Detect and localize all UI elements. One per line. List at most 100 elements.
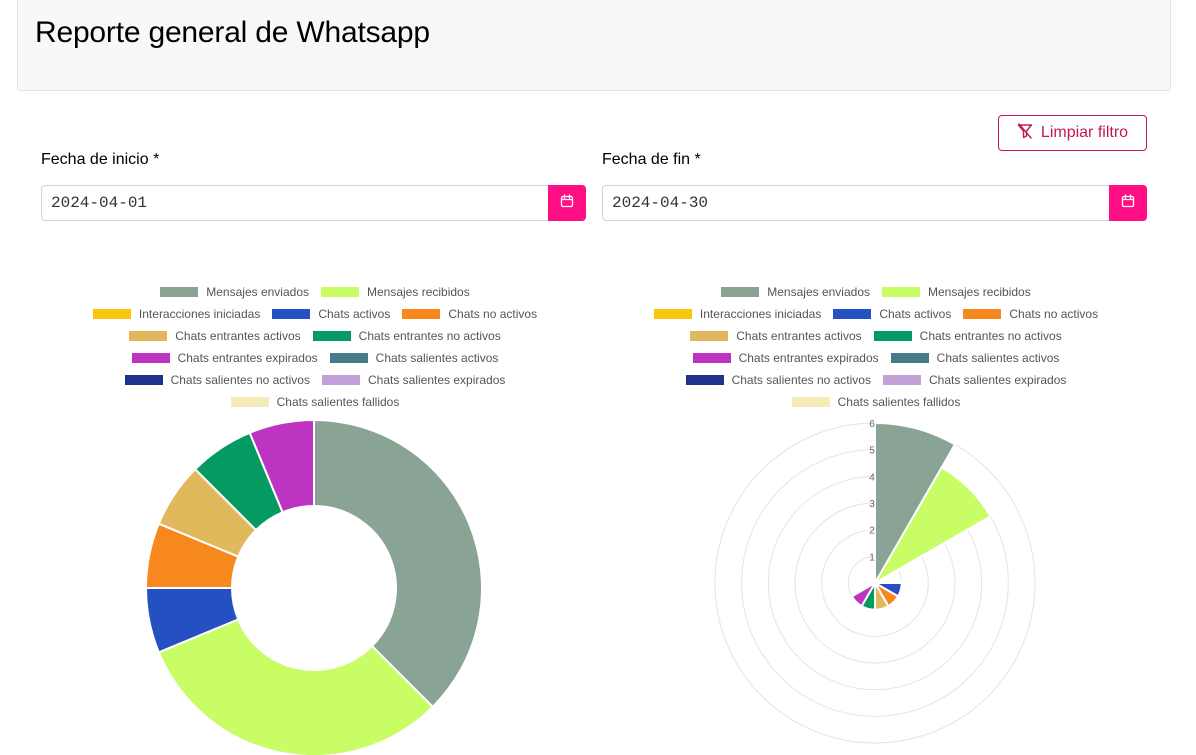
- legend-swatch: [92, 309, 131, 319]
- polar-legend: Mensajes enviados Mensajes recibidos Inter…: [601, 284, 1151, 414]
- legend-item[interactable]: Chats no activos: [402, 307, 537, 321]
- legend-swatch: [873, 331, 912, 341]
- legend-item[interactable]: Chats entrantes no activos: [873, 329, 1062, 343]
- legend-row: Chats entrantes activos Chats entrantes n…: [40, 328, 590, 344]
- legend-label: Mensajes recibidos: [928, 285, 1031, 299]
- legend-swatch: [321, 375, 360, 385]
- legend-row: Chats entrantes expirados Chats salientes…: [601, 350, 1151, 366]
- clear-filter-label: Limpiar filtro: [1040, 124, 1129, 141]
- legend-item[interactable]: Mensajes recibidos: [882, 285, 1031, 299]
- doughnut-slice[interactable]: [248, 418, 315, 514]
- polar-tick-label: 6: [869, 419, 875, 430]
- end-date-input[interactable]: 2024-04-30: [602, 185, 1110, 221]
- report-header-card: Reporte general de Whatsapp: [17, 0, 1171, 91]
- page-title: Reporte general de Whatsapp: [35, 16, 430, 49]
- legend-item[interactable]: Chats salientes fallidos: [230, 395, 400, 409]
- polar-tick-label: 2: [869, 526, 875, 537]
- legend-label: Mensajes recibidos: [367, 285, 470, 299]
- start-date-calendar-button[interactable]: [548, 185, 586, 221]
- legend-item[interactable]: Chats activos: [833, 307, 951, 321]
- legend-swatch: [882, 375, 921, 385]
- legend-swatch: [124, 375, 163, 385]
- legend-row: Chats salientes fallidos: [40, 394, 590, 410]
- legend-item[interactable]: Chats salientes no activos: [685, 373, 871, 387]
- legend-item[interactable]: Mensajes enviados: [721, 285, 870, 299]
- legend-swatch: [402, 309, 441, 319]
- legend-swatch: [685, 375, 724, 385]
- legend-label: Chats entrantes no activos: [358, 329, 501, 343]
- legend-item[interactable]: Chats salientes fallidos: [791, 395, 961, 409]
- legend-label: Chats entrantes activos: [736, 329, 862, 343]
- filter-clear-icon: [1017, 122, 1033, 144]
- legend-row: Chats salientes no activos Chats saliente…: [40, 372, 590, 388]
- legend-row: Chats entrantes expirados Chats salientes…: [40, 350, 590, 366]
- legend-swatch: [321, 287, 359, 297]
- doughnut-chart: [144, 418, 483, 755]
- legend-swatch: [890, 353, 929, 363]
- legend-label: Chats salientes activos: [936, 351, 1060, 365]
- legend-item[interactable]: Chats entrantes activos: [690, 329, 862, 343]
- legend-swatch: [160, 287, 199, 297]
- legend-label: Chats activos: [879, 307, 952, 321]
- doughnut-slice[interactable]: [313, 418, 483, 709]
- legend-item[interactable]: Mensajes recibidos: [321, 285, 470, 299]
- legend-item[interactable]: Chats entrantes expirados: [131, 351, 318, 365]
- doughnut-slice[interactable]: [157, 618, 435, 755]
- legend-label: Chats activos: [318, 307, 391, 321]
- legend-item[interactable]: Chats salientes activos: [890, 351, 1060, 365]
- legend-label: Chats salientes no activos: [170, 373, 310, 387]
- legend-swatch: [312, 331, 351, 341]
- legend-swatch: [833, 309, 872, 319]
- legend-swatch: [131, 353, 170, 363]
- polar-slice[interactable]: [872, 466, 992, 586]
- legend-item[interactable]: Chats salientes no activos: [124, 373, 310, 387]
- legend-item[interactable]: Chats entrantes activos: [129, 329, 301, 343]
- legend-label: Chats entrantes activos: [175, 329, 301, 343]
- legend-label: Chats salientes expirados: [367, 373, 506, 387]
- legend-item[interactable]: Chats activos: [272, 307, 390, 321]
- legend-row: Mensajes enviados Mensajes recibidos: [601, 284, 1151, 300]
- polar-tick-label: 3: [869, 499, 875, 510]
- legend-label: Chats entrantes no activos: [919, 329, 1062, 343]
- legend-swatch: [230, 397, 269, 407]
- legend-label: Interacciones iniciadas: [138, 307, 261, 321]
- end-date-calendar-button[interactable]: [1109, 185, 1147, 221]
- polar-tick-label: 1: [869, 552, 875, 563]
- calendar-icon: [560, 193, 574, 213]
- legend-swatch: [129, 331, 168, 341]
- polar-slice[interactable]: [874, 421, 957, 587]
- start-date-label: Fecha de inicio *: [41, 151, 160, 168]
- legend-item[interactable]: Mensajes enviados: [160, 285, 309, 299]
- legend-label: Chats salientes activos: [375, 351, 499, 365]
- doughnut-legend: Mensajes enviados Mensajes recibidos Inter…: [40, 284, 590, 414]
- legend-item[interactable]: Chats no activos: [963, 307, 1098, 321]
- legend-label: Chats no activos: [448, 307, 538, 321]
- legend-label: Chats salientes fallidos: [837, 395, 961, 409]
- polar-area-chart: 1 2 3 4 5 6: [714, 419, 1036, 744]
- legend-row: Interacciones iniciadas Chats activos Chat…: [40, 306, 590, 322]
- legend-item[interactable]: Chats entrantes no activos: [312, 329, 501, 343]
- polar-tick-label: 4: [869, 472, 875, 483]
- legend-label: Mensajes enviados: [206, 285, 309, 299]
- legend-swatch: [690, 331, 729, 341]
- clear-filter-button[interactable]: Limpiar filtro: [998, 115, 1147, 151]
- legend-item[interactable]: Interacciones iniciadas: [653, 307, 822, 321]
- legend-label: Chats entrantes expirados: [738, 351, 879, 365]
- legend-label: Chats salientes no activos: [731, 373, 871, 387]
- legend-item[interactable]: Chats salientes expirados: [882, 373, 1066, 387]
- start-date-input[interactable]: 2024-04-01: [41, 185, 549, 221]
- legend-swatch: [653, 309, 692, 319]
- legend-item[interactable]: Interacciones iniciadas: [92, 307, 261, 321]
- legend-swatch: [272, 309, 311, 319]
- legend-row: Interacciones iniciadas Chats activos Chat…: [601, 306, 1151, 322]
- polar-tick-label: 5: [869, 446, 875, 457]
- legend-swatch: [692, 353, 731, 363]
- legend-item[interactable]: Chats entrantes expirados: [692, 351, 879, 365]
- legend-label: Chats salientes fallidos: [276, 395, 400, 409]
- legend-item[interactable]: Chats salientes expirados: [321, 373, 506, 387]
- calendar-icon: [1121, 193, 1135, 213]
- legend-item[interactable]: Chats salientes activos: [329, 351, 499, 365]
- polar-slice[interactable]: [850, 580, 878, 608]
- legend-label: Chats entrantes expirados: [177, 351, 318, 365]
- legend-label: Interacciones iniciadas: [699, 307, 822, 321]
